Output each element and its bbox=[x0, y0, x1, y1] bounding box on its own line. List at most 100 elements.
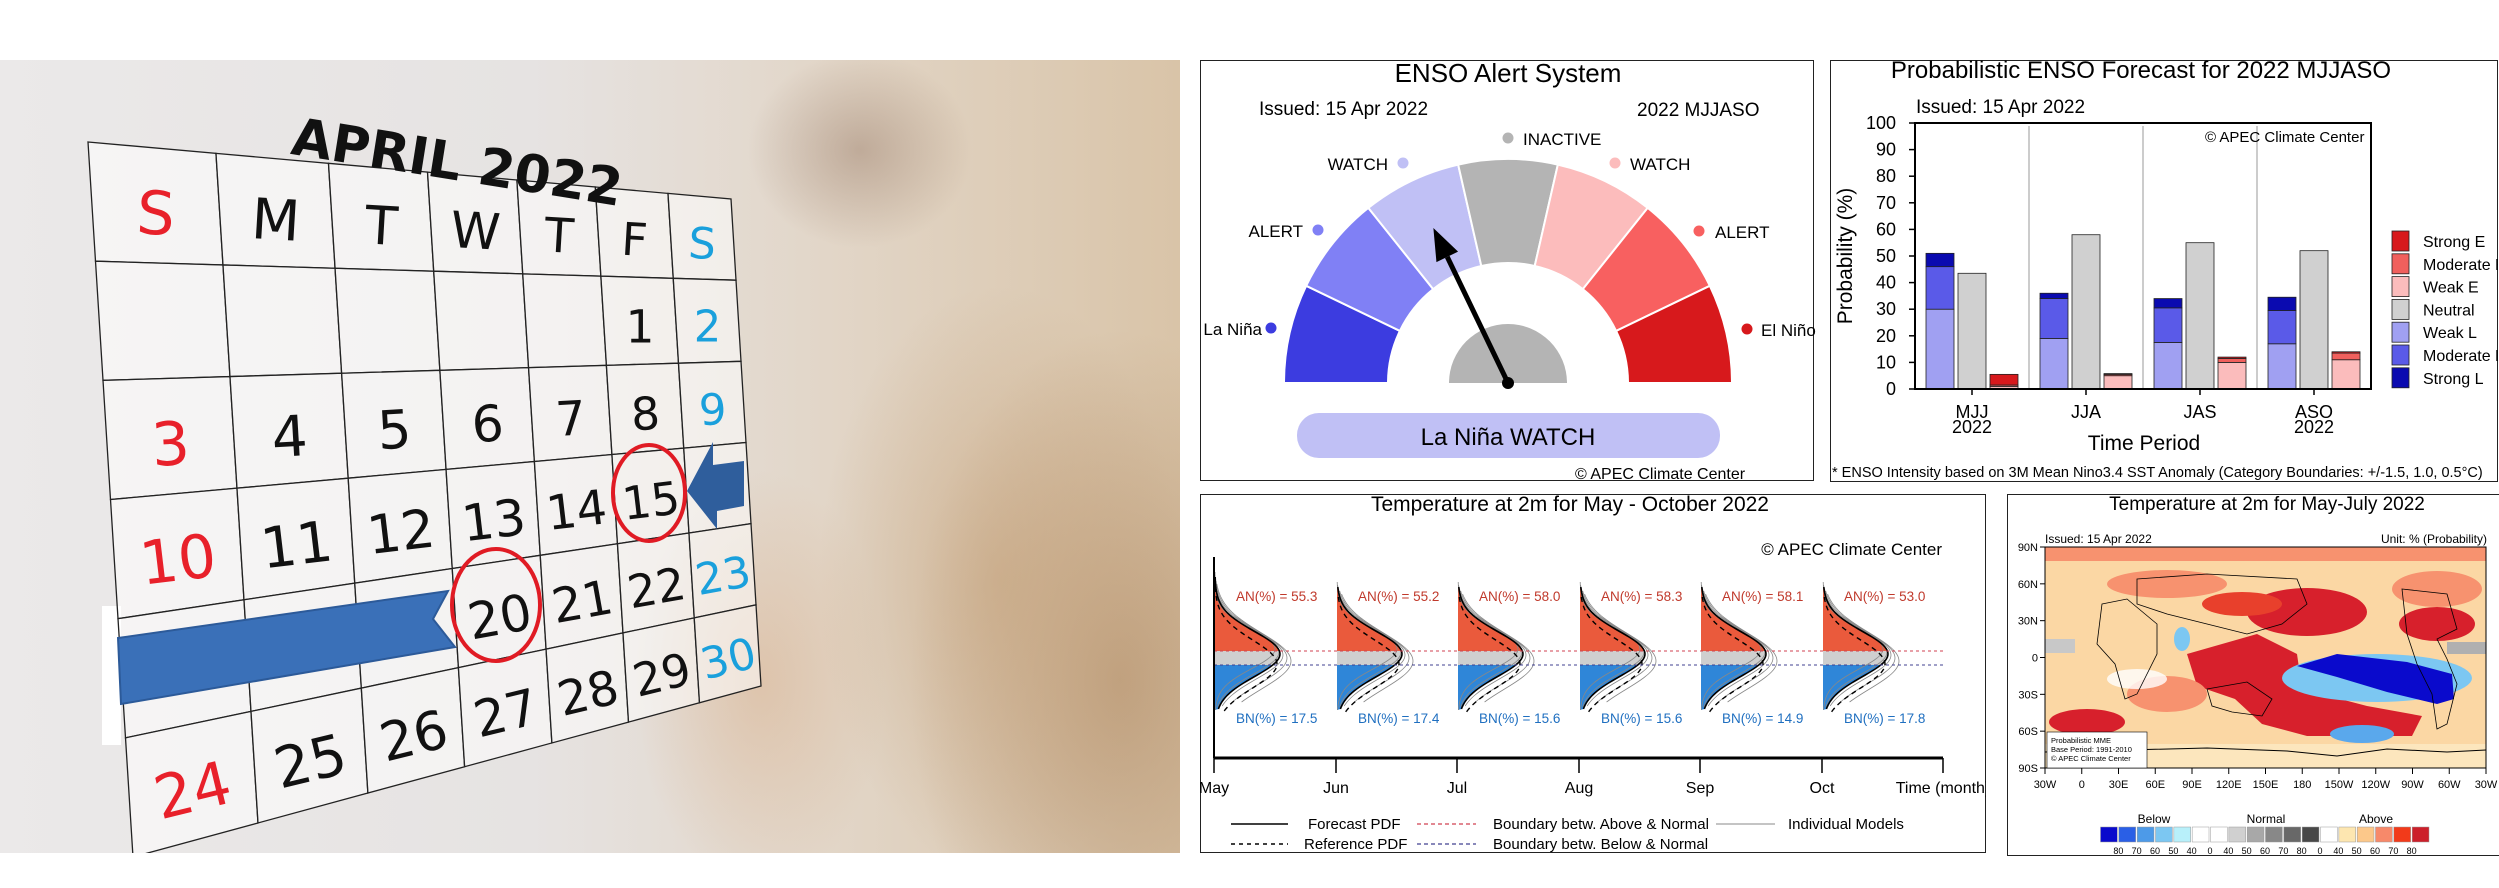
gauge-title: ENSO Alert System bbox=[1394, 58, 1621, 88]
bar-moderate-l bbox=[1925, 265, 1954, 310]
bar-strong-e bbox=[2331, 350, 2360, 353]
bar-weak-e bbox=[2331, 358, 2360, 389]
sector-label: INACTIVE bbox=[1523, 130, 1601, 149]
legend-label: Weak E bbox=[2423, 279, 2479, 296]
calendar-day: 22 bbox=[623, 557, 689, 619]
y-tick-label: 70 bbox=[1875, 192, 1895, 212]
legend-label: Moderate L bbox=[2423, 348, 2498, 365]
legend-swatch bbox=[2391, 275, 2409, 297]
individual-model-curve bbox=[1822, 581, 1883, 710]
bar-chart-title: Probabilistic ENSO Forecast for 2022 MJJ… bbox=[1890, 60, 2390, 84]
an-label: AN(%) = 55.3 bbox=[1236, 589, 1317, 604]
legend-below-boundary: Boundary betw. Below & Normal bbox=[1493, 836, 1708, 853]
weekday-label: T bbox=[542, 208, 576, 265]
lon-label: 60E bbox=[2145, 779, 2165, 791]
sector-label: El Niño bbox=[1761, 321, 1816, 340]
legend-swatch bbox=[2391, 321, 2409, 343]
bar-weak-l bbox=[2039, 337, 2068, 389]
calendar-day: 20 bbox=[463, 582, 536, 651]
calendar-day: 9 bbox=[698, 385, 728, 437]
colorbar-tick-label: 60 bbox=[2149, 846, 2159, 856]
legend-label: Neutral bbox=[2423, 302, 2475, 319]
lon-label: 120E bbox=[2215, 779, 2241, 791]
lon-label: 30E bbox=[2108, 779, 2128, 791]
lon-label: 150W bbox=[2324, 779, 2353, 791]
colorbar-tick-label: 70 bbox=[2278, 846, 2288, 856]
an-label: AN(%) = 55.2 bbox=[1358, 589, 1439, 604]
forecast-pdf-curve bbox=[1336, 586, 1403, 709]
legend-models: Individual Models bbox=[1788, 816, 1904, 833]
colorbar-tick-label: 50 bbox=[2168, 846, 2178, 856]
calendar-day: 8 bbox=[630, 387, 662, 442]
bar-moderate-l bbox=[2267, 309, 2296, 344]
forecast-pdf-curve bbox=[1213, 576, 1281, 709]
gauge-period: 2022 MJJASO bbox=[1637, 100, 1760, 121]
weekday-label: F bbox=[620, 213, 649, 267]
enso-gauge: ENSO Alert System Issued: 15 Apr 2022 20… bbox=[1203, 58, 1816, 483]
individual-model-curve bbox=[1701, 587, 1769, 706]
forecast-pdf-curve bbox=[1579, 586, 1646, 709]
legend-swatch bbox=[2391, 366, 2409, 388]
pdf-legend: Forecast PDF Reference PDF Boundary betw… bbox=[1230, 816, 1904, 853]
individual-model-curve bbox=[1702, 590, 1773, 703]
calendar-cell bbox=[693, 604, 762, 704]
normal-fill bbox=[1822, 650, 1888, 665]
bar-strong-e bbox=[2217, 356, 2246, 359]
colorbar-tick-label: 40 bbox=[2186, 846, 2196, 856]
reference-pdf-curve bbox=[1701, 596, 1764, 713]
bar-neutral bbox=[2185, 241, 2214, 389]
calendar-day: 5 bbox=[376, 398, 413, 462]
bar-moderate-l bbox=[2153, 306, 2182, 343]
legend-above-boundary: Boundary betw. Above & Normal bbox=[1493, 816, 1709, 833]
y-tick-label: 0 bbox=[1885, 379, 1895, 399]
lat-label: 30N bbox=[2017, 615, 2037, 627]
month-label: Aug bbox=[1564, 780, 1592, 797]
bar-weak-l bbox=[2153, 341, 2182, 389]
x-tick-label: ASO bbox=[2294, 402, 2332, 422]
sector-dot-icon bbox=[1397, 157, 1408, 168]
sector-label: WATCH bbox=[1327, 155, 1387, 174]
colorbar-swatch bbox=[2338, 826, 2356, 842]
colorbar-tick-label: 0 bbox=[2207, 846, 2212, 856]
calendar-cell bbox=[94, 260, 231, 382]
weekday-label: S bbox=[135, 178, 177, 250]
weekday-label: S bbox=[687, 219, 717, 271]
reference-pdf-curve bbox=[1458, 596, 1521, 713]
colorbar-swatch bbox=[2246, 826, 2264, 842]
individual-model-curve bbox=[1579, 581, 1640, 710]
temperature-map-panel: Temperature at 2m for May-July 2022 Issu… bbox=[2007, 494, 2499, 856]
bn-label: BN(%) = 17.4 bbox=[1358, 711, 1440, 726]
weekday-label: W bbox=[449, 200, 502, 262]
colorbar-swatch bbox=[2136, 826, 2154, 842]
calendar-day: 4 bbox=[270, 404, 310, 471]
individual-model-curve bbox=[1459, 590, 1530, 703]
individual-model-curve bbox=[1583, 593, 1656, 702]
reference-pdf-curve bbox=[1337, 596, 1400, 713]
forecast-pdf-curve bbox=[1457, 586, 1524, 709]
an-label: AN(%) = 53.0 bbox=[1844, 589, 1925, 604]
bar-strong-e bbox=[2103, 372, 2132, 375]
arrow-to-15-icon bbox=[687, 442, 744, 529]
an-label: AN(%) = 58.3 bbox=[1601, 589, 1682, 604]
y-axis-label: Probability (%) bbox=[1834, 187, 1857, 324]
bar-strong-l bbox=[2153, 297, 2182, 308]
bn-label: BN(%) = 15.6 bbox=[1479, 711, 1560, 726]
above-normal-fill bbox=[1700, 586, 1765, 651]
y-tick-label: 30 bbox=[1875, 299, 1895, 319]
calendar-day: 24 bbox=[148, 748, 239, 834]
enso-forecast-panel: Probabilistic ENSO Forecast for 2022 MJJ… bbox=[1830, 60, 2498, 482]
legend-label: Strong L bbox=[2423, 370, 2484, 387]
colorbar-tick-label: 80 bbox=[2113, 846, 2123, 856]
forecast-pdf-curve bbox=[1822, 586, 1889, 709]
gauge-credit: © APEC Climate Center bbox=[1575, 466, 1746, 483]
colorbar-tick-label: 50 bbox=[2351, 846, 2361, 856]
lat-label: 60S bbox=[2018, 726, 2038, 738]
sector-dot-icon bbox=[1741, 323, 1752, 334]
pdf-title: Temperature at 2m for May - October 2022 bbox=[1370, 494, 1768, 516]
sector-label: ALERT bbox=[1248, 222, 1303, 241]
y-tick-label: 100 bbox=[1865, 113, 1895, 133]
sector-dot-icon bbox=[1502, 132, 1513, 143]
month-label: Oct bbox=[1809, 780, 1834, 797]
bar-weak-l bbox=[2267, 342, 2296, 389]
bar-neutral bbox=[1957, 272, 1986, 389]
